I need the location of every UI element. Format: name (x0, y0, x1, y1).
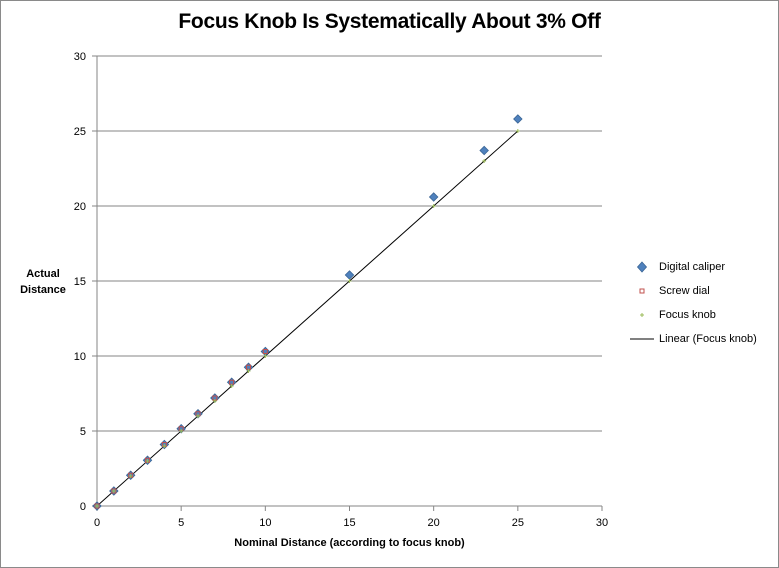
point-plus-2 (128, 474, 133, 478)
point-diamond-14 (513, 114, 523, 124)
x-tick-label-30: 30 (596, 517, 608, 529)
legend-marker (630, 338, 654, 340)
chart-title: Focus Knob Is Systematically About 3% Of… (178, 10, 601, 33)
point-plus-8 (229, 384, 234, 388)
y-tick-label-15: 15 (74, 276, 86, 288)
x-axis-label: Nominal Distance (according to focus kno… (234, 537, 465, 549)
x-tick-label-15: 15 (343, 517, 355, 529)
point-diamond-13 (479, 145, 489, 156)
point-square-10 (262, 349, 268, 354)
point-plus-7 (212, 399, 217, 403)
y-tick-label-20: 20 (74, 201, 86, 213)
y-tick-label-0: 0 (80, 501, 86, 513)
legend: Digital caliper Screw dial Focus knob Linea… (628, 256, 773, 352)
legend-label: Screw dial (659, 285, 710, 297)
y-tick-label-10: 10 (74, 351, 86, 363)
x-tick-label-5: 5 (178, 517, 184, 529)
legend-item: Digital caliper (628, 256, 773, 280)
trendline-focus-knob (96, 130, 519, 507)
point-plus-13 (482, 159, 487, 163)
point-plus-0 (95, 504, 99, 508)
point-plus-4 (162, 444, 167, 448)
point-plus-10 (263, 354, 268, 358)
y-axis-label: Actual Distance (20, 268, 66, 296)
legend-label: Linear (Focus knob) (659, 333, 757, 345)
x-tick-label-0: 0 (94, 517, 100, 529)
point-diamond-12 (428, 192, 439, 202)
legend-item: Focus knob (628, 304, 773, 328)
y-tick-label-25: 25 (74, 126, 86, 138)
legend-marker (639, 288, 645, 294)
point-plus-5 (179, 429, 184, 433)
point-plus-11 (347, 279, 352, 283)
x-tick-label-20: 20 (428, 517, 440, 529)
legend-label: Focus knob (659, 309, 716, 321)
point-plus-12 (431, 204, 436, 208)
legend-marker (640, 313, 644, 317)
point-plus-6 (196, 414, 200, 418)
legend-label: Digital caliper (659, 261, 726, 273)
point-plus-9 (246, 369, 251, 373)
x-tick-label-10: 10 (259, 517, 271, 529)
legend-marker (636, 261, 648, 273)
legend-item: Linear (Focus knob) (628, 328, 773, 352)
legend-item: Screw dial (628, 280, 773, 304)
point-plus-3 (145, 459, 150, 463)
x-tick-label-25: 25 (512, 517, 524, 529)
point-plus-1 (111, 489, 116, 493)
y-tick-label-5: 5 (80, 426, 86, 438)
point-plus-14 (515, 129, 520, 133)
y-tick-label-30: 30 (74, 51, 86, 63)
